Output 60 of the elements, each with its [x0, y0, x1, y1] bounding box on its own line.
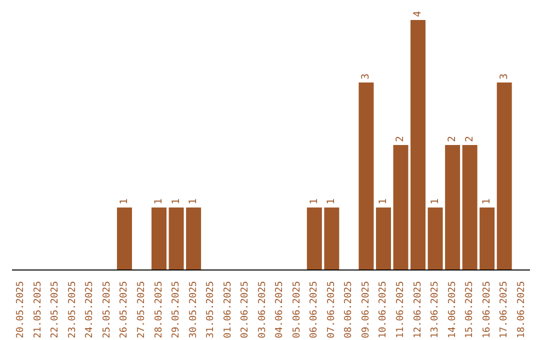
- data-label: 1: [188, 198, 200, 204]
- bar: [393, 145, 408, 270]
- x-tick-label: 08.06.2025: [343, 281, 354, 338]
- x-tick-label: 21.05.2025: [32, 281, 44, 338]
- x-tick-label: 03.06.2025: [256, 281, 268, 338]
- bar: [186, 208, 202, 270]
- x-tick-label: 20.05.2025: [15, 281, 26, 338]
- bar: [152, 208, 167, 270]
- data-label: 1: [118, 198, 130, 204]
- x-tick-label: 02.06.2025: [240, 281, 251, 338]
- x-tick-label: 13.06.2025: [430, 281, 441, 338]
- bar: [306, 208, 322, 270]
- bar: [462, 145, 478, 270]
- x-tick-label: 27.05.2025: [136, 281, 147, 338]
- x-tick-label: 28.05.2025: [153, 281, 164, 338]
- x-tick-label: 25.05.2025: [101, 281, 112, 338]
- x-tick-label: 14.06.2025: [446, 281, 458, 338]
- x-tick-label: 06.06.2025: [308, 281, 320, 338]
- x-tick-label: 22.05.2025: [50, 281, 61, 338]
- data-label: 4: [412, 10, 424, 17]
- bar: [358, 82, 374, 270]
- bar: [428, 208, 443, 270]
- x-tick-label: 30.05.2025: [188, 281, 199, 338]
- x-tick-label: 12.06.2025: [412, 281, 424, 338]
- data-label: 1: [308, 198, 320, 204]
- x-tick-label: 07.06.2025: [326, 281, 337, 338]
- x-tick-label: 23.05.2025: [66, 281, 78, 338]
- x-tick-label: 18.06.2025: [516, 281, 527, 338]
- data-label: 1: [430, 198, 441, 204]
- x-tick-label: 09.06.2025: [360, 281, 372, 338]
- data-label: 1: [482, 198, 493, 204]
- bar: [376, 208, 391, 270]
- x-tick-label: 16.06.2025: [481, 281, 492, 338]
- x-tick-label: 26.05.2025: [118, 281, 130, 338]
- data-label: 1: [326, 198, 338, 204]
- x-tick-label: 24.05.2025: [84, 281, 96, 338]
- bar: [445, 145, 460, 270]
- x-tick-label: 05.06.2025: [291, 281, 302, 338]
- x-tick-label: 04.06.2025: [274, 281, 286, 338]
- data-label: 3: [360, 73, 372, 80]
- x-tick-label: 10.06.2025: [378, 281, 389, 338]
- x-tick-label: 15.06.2025: [464, 281, 476, 338]
- bar: [324, 208, 340, 270]
- bar: [410, 20, 426, 270]
- bar: [480, 208, 495, 270]
- bar: [496, 82, 512, 270]
- x-tick-label: 17.06.2025: [498, 281, 510, 338]
- x-tick-label: 31.05.2025: [205, 281, 216, 338]
- data-label: 1: [154, 198, 165, 204]
- data-label: 2: [395, 136, 406, 142]
- x-tick-label: 11.06.2025: [395, 281, 406, 338]
- data-label: 1: [378, 198, 389, 204]
- x-tick-label: 01.06.2025: [222, 281, 234, 338]
- bar: [116, 208, 132, 270]
- x-tick-label: 29.05.2025: [170, 281, 182, 338]
- data-label: 3: [498, 73, 510, 80]
- data-label: 1: [170, 198, 182, 204]
- data-label: 2: [464, 136, 476, 142]
- bar: [168, 208, 184, 270]
- data-label: 2: [447, 136, 458, 142]
